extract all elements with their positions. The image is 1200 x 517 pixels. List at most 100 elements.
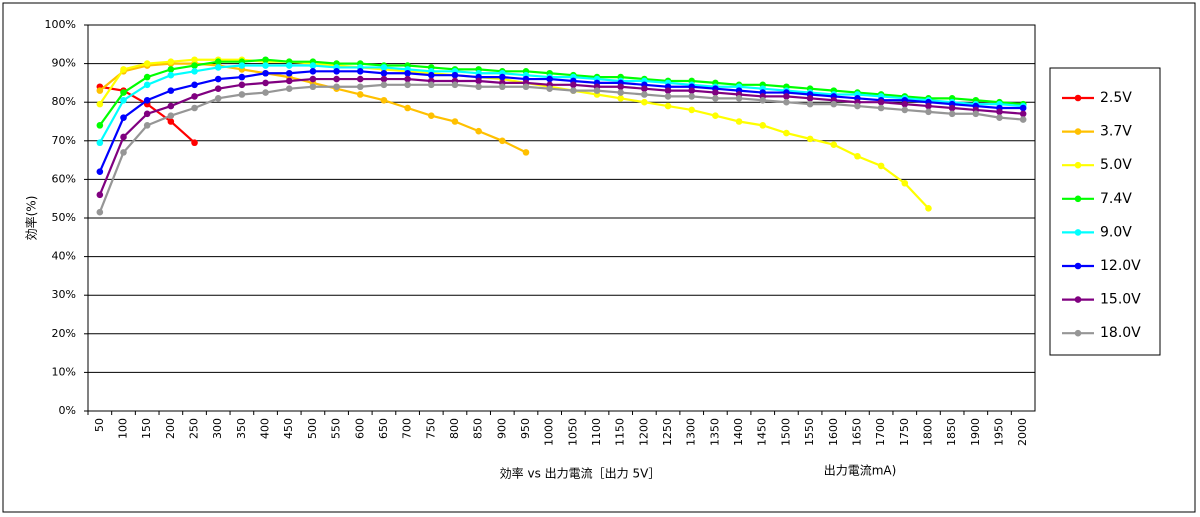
point <box>688 93 696 100</box>
point <box>214 95 222 102</box>
point <box>783 93 790 100</box>
point <box>948 104 956 112</box>
point <box>214 64 222 71</box>
x-tick-label: 1750 <box>898 418 911 446</box>
x-tick-label: 350 <box>235 418 248 439</box>
x-tick-label: 50 <box>93 418 106 432</box>
point <box>830 100 838 108</box>
x-tick-label: 150 <box>140 418 153 439</box>
point <box>404 69 411 77</box>
point <box>96 87 104 94</box>
point <box>262 56 269 64</box>
x-tick-label: 1600 <box>827 418 840 446</box>
point <box>143 96 151 104</box>
point <box>214 58 222 65</box>
point <box>570 87 577 94</box>
point <box>380 69 388 77</box>
point <box>522 83 530 91</box>
legend-marker <box>1074 296 1082 303</box>
legend-marker <box>1074 229 1082 236</box>
point <box>143 60 151 67</box>
y-tick-label: 100% <box>45 18 76 31</box>
series-line <box>98 70 1024 173</box>
point <box>120 133 127 141</box>
point <box>167 102 175 110</box>
point <box>877 98 885 106</box>
x-tick-label: 1650 <box>850 418 863 446</box>
x-tick-label: 1850 <box>945 418 958 446</box>
point <box>96 122 104 129</box>
legend-label: 15.0V <box>1100 292 1141 308</box>
point <box>664 102 672 110</box>
point <box>1019 110 1027 118</box>
legend-label: 7.4V <box>1100 191 1132 207</box>
series-line <box>98 64 1024 144</box>
point <box>427 112 435 120</box>
y-tick-label: 60% <box>52 172 76 185</box>
x-tick-label: 100 <box>117 418 130 439</box>
point <box>499 83 506 91</box>
point <box>404 81 411 89</box>
point <box>167 87 175 94</box>
point <box>996 114 1003 121</box>
x-tick-label: 1450 <box>756 418 769 446</box>
point <box>191 81 198 89</box>
point <box>427 71 435 79</box>
point <box>262 69 269 77</box>
y-tick-label: 30% <box>52 288 76 301</box>
point <box>96 100 104 108</box>
point <box>735 118 743 125</box>
x-tick-label: 1050 <box>566 418 579 446</box>
point <box>167 112 175 120</box>
point <box>120 89 127 96</box>
point <box>333 83 340 91</box>
point <box>191 139 198 147</box>
point <box>404 104 411 112</box>
point <box>191 93 198 100</box>
point <box>356 83 364 91</box>
point <box>806 95 814 102</box>
point <box>356 91 364 98</box>
legend-label: 18.0V <box>1100 325 1141 341</box>
point <box>522 149 530 156</box>
point <box>664 93 672 100</box>
point <box>167 66 175 73</box>
x-tick-label: 600 <box>353 418 366 439</box>
point <box>925 102 932 110</box>
legend-label: 3.7V <box>1100 124 1132 140</box>
x-tick-label: 1250 <box>661 418 674 446</box>
point <box>570 81 577 89</box>
point <box>830 141 838 148</box>
y-axis-label: 効率(%) <box>24 196 39 241</box>
legend-marker <box>1074 161 1082 169</box>
point <box>143 73 151 81</box>
point <box>712 89 719 96</box>
point <box>641 91 648 98</box>
x-tick-label: 950 <box>519 418 532 439</box>
point <box>309 68 317 75</box>
point <box>475 83 482 91</box>
x-tick-label: 400 <box>259 418 272 439</box>
chart-title: 効率 vs 出力電流［出力 5V］ <box>500 466 661 481</box>
point <box>96 168 104 175</box>
point <box>641 98 648 106</box>
legend-marker <box>1074 195 1082 203</box>
point <box>262 89 269 96</box>
y-tick-label: 20% <box>52 327 76 340</box>
x-tick-label: 1400 <box>732 418 745 446</box>
point <box>191 56 198 64</box>
x-tick-label: 2000 <box>1016 418 1029 446</box>
x-tick-label: 200 <box>164 418 177 439</box>
point <box>641 85 648 92</box>
legend <box>1049 67 1161 356</box>
point <box>427 81 435 89</box>
point <box>901 100 909 108</box>
legend-label: 2.5V <box>1100 90 1132 106</box>
point <box>925 108 932 116</box>
point <box>143 110 151 118</box>
x-tick-label: 1350 <box>708 418 721 446</box>
point <box>333 75 340 83</box>
point <box>380 75 388 83</box>
point <box>143 122 151 129</box>
